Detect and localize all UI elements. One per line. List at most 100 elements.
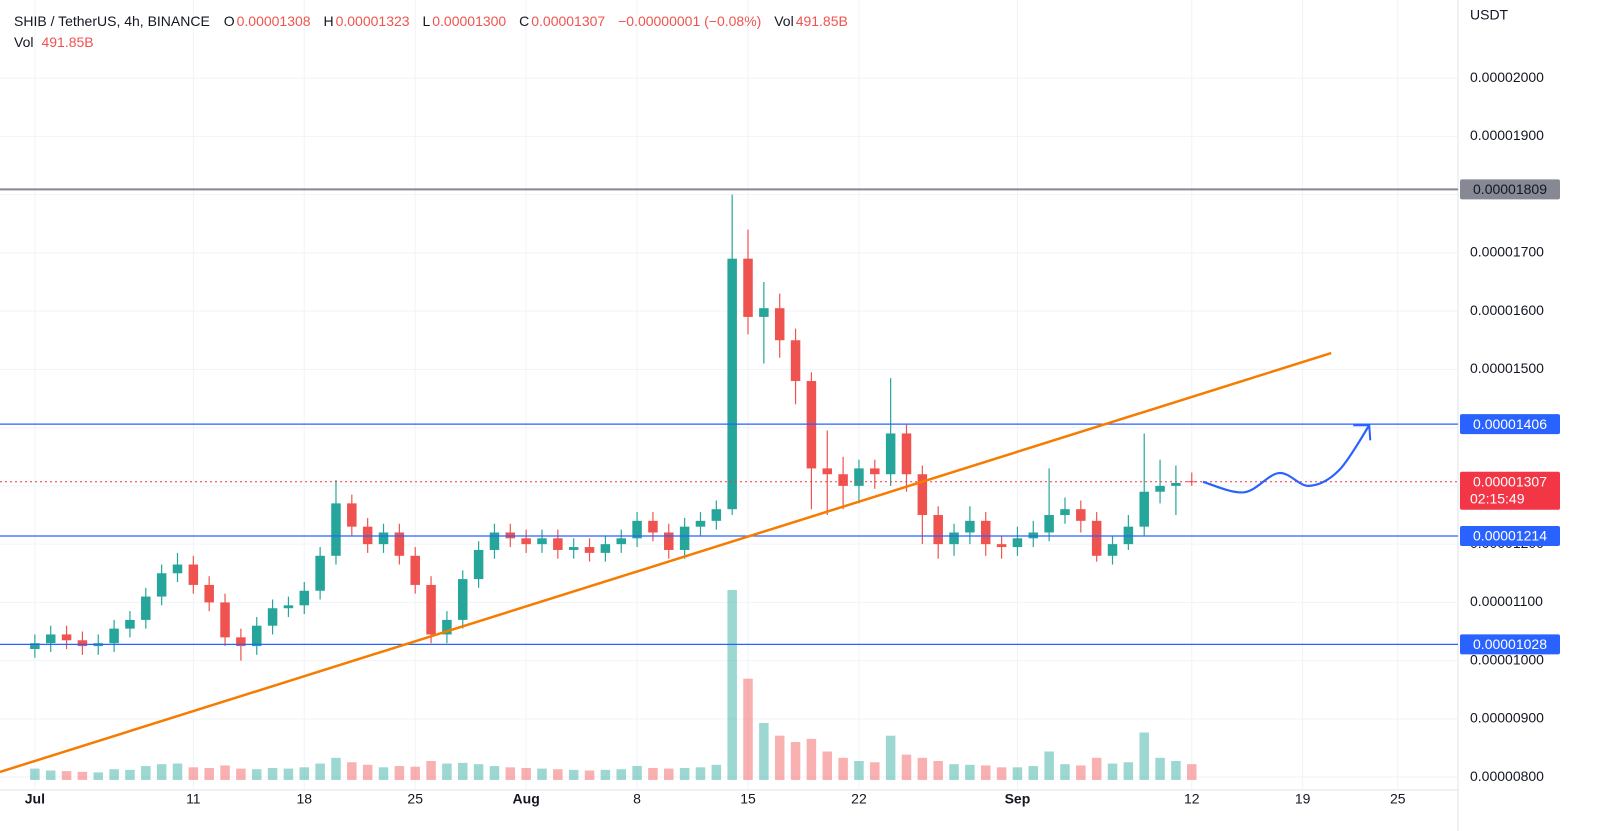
volume-bar [965, 764, 975, 780]
volume-bar [267, 767, 278, 780]
y-tick-label: 0.00001700 [1470, 244, 1544, 260]
ohlc-value: 0.00001300 [432, 13, 507, 29]
y-tick-label: 0.00001500 [1470, 360, 1544, 376]
candle-body [1060, 509, 1070, 516]
volume-bar [743, 678, 753, 780]
candle-body [141, 596, 151, 620]
vol-key: Vol [774, 13, 794, 29]
volume-bar [220, 765, 230, 780]
volume-bar [362, 764, 373, 780]
volume-bar [172, 763, 183, 780]
ohlc-key: L [422, 13, 431, 29]
x-tick-label: 12 [1184, 791, 1200, 807]
volume-bar [648, 767, 658, 780]
x-tick-label: 19 [1295, 791, 1311, 807]
volume-bar [505, 767, 516, 780]
candle-body [568, 547, 579, 550]
vol-key: Vol [14, 34, 34, 50]
y-tick-label: 0.00000800 [1470, 768, 1544, 784]
volume-bar [442, 763, 452, 780]
volume-bar [125, 769, 135, 780]
volume-bar [283, 768, 294, 780]
volume-bar [822, 751, 833, 780]
level-label-box [1460, 634, 1560, 655]
countdown: 02:15:49 [1470, 491, 1525, 507]
candle-body [473, 549, 484, 580]
candle-body [1044, 515, 1054, 533]
x-tick-label: 11 [186, 791, 201, 807]
x-tick-label: 18 [296, 791, 312, 807]
volume-bar [1012, 767, 1023, 780]
candle-body [870, 468, 880, 475]
candle-body [394, 532, 405, 556]
candle-body [172, 564, 183, 574]
candle-body [695, 520, 706, 527]
volume-bar [568, 769, 579, 780]
candle-body [1012, 538, 1023, 548]
volume-bar [109, 769, 119, 780]
candle-body [426, 584, 436, 635]
volume-bar [347, 762, 357, 780]
volume-bar [838, 757, 848, 780]
volume-bar [426, 761, 436, 780]
volume-bar [933, 761, 943, 780]
volume-bar [806, 738, 817, 780]
volume-bar [774, 735, 785, 780]
candle-body [901, 433, 912, 475]
ohlc-key: C [519, 13, 530, 29]
candle-body [220, 602, 230, 638]
candle-body [489, 532, 500, 550]
level-label-box [1460, 525, 1560, 546]
volume-bar [299, 767, 310, 780]
volume-bar [553, 769, 563, 780]
volume-bar [584, 770, 595, 780]
candle-body [1171, 482, 1181, 486]
x-tick-label: 8 [633, 791, 641, 807]
volume-bar [156, 764, 167, 780]
volume-bar [537, 768, 547, 780]
candle-body [458, 579, 468, 620]
volume-bar [679, 767, 690, 780]
x-tick-label: 25 [407, 791, 423, 807]
candle-body [790, 340, 801, 382]
candle-body [61, 634, 72, 641]
volume-bar [917, 757, 928, 780]
candle-body [410, 555, 420, 585]
level-label: 0.00001809 [1473, 181, 1547, 197]
volume-bar [664, 768, 674, 780]
ohlc-key: H [323, 13, 334, 29]
volume-bar [45, 770, 56, 780]
candle-body [1076, 509, 1086, 521]
level-label-box [1460, 414, 1560, 435]
ohlc-value: 0.00001307 [531, 13, 606, 29]
candle-body [537, 538, 547, 545]
volume-bar [61, 771, 72, 780]
ohlc-value: 0.00001308 [236, 13, 311, 29]
volume-bar [870, 762, 880, 780]
volume-bar [489, 766, 500, 780]
volume-bar [695, 767, 706, 780]
candle-body [1091, 520, 1102, 556]
change: −0.00000001 (−0.08%) [618, 13, 762, 29]
volume-bar [251, 769, 262, 780]
y-tick-label: 0.00001600 [1470, 302, 1544, 318]
volume-bar [521, 767, 531, 780]
candle-body [236, 637, 246, 647]
candle-body [442, 619, 452, 635]
volume-bar [1187, 764, 1197, 780]
candle-body [109, 628, 119, 644]
candle-body [378, 532, 389, 545]
legend-header: SHIB / TetherUS, 4h, BINANCE O 0.00001308… [14, 11, 857, 53]
candle-body [774, 308, 785, 341]
volume-bar [1076, 765, 1086, 780]
vol-value: 491.85B [795, 13, 848, 29]
volume-bar [458, 762, 468, 780]
volume-bar [632, 766, 642, 780]
volume-bar [236, 768, 246, 780]
candle-body [156, 573, 167, 597]
volume-bar [378, 767, 389, 780]
x-tick-label: Jul [25, 791, 45, 807]
volume-bar [996, 767, 1007, 780]
candle-body [743, 258, 753, 317]
